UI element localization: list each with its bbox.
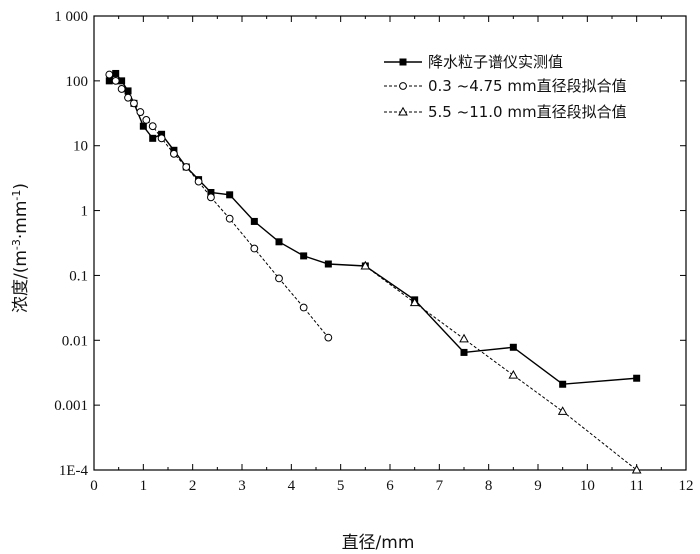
data-point [170,149,178,158]
data-point [557,406,568,415]
data-point [225,214,234,223]
y-tick-label: 10 [73,139,88,155]
x-tick-label: 0 [90,478,98,494]
data-point [182,163,191,171]
y-tick-label: 1 [81,204,89,220]
data-point [157,134,166,143]
y-tick-label: 1 000 [54,9,88,25]
data-point [130,99,138,108]
x-tick-label: 7 [436,478,444,494]
data-point [250,244,259,253]
legend-marker [398,106,408,116]
x-tick-label: 4 [288,478,296,494]
data-point [112,69,120,77]
data-point [124,87,132,95]
y-axis-title-mid: ·mm [11,201,31,240]
data-point [139,122,147,130]
x-tick-label: 9 [534,478,542,494]
x-tick-label: 2 [189,478,197,494]
legend-marker [399,82,407,90]
x-tick-label: 1 [140,478,148,494]
legend-label: 0.3 ~4.75 mm直径段拟合值 [428,77,627,95]
x-tick-label: 8 [485,478,493,494]
x-tick-label: 10 [580,478,595,494]
y-axis-title-sup2: -1 [10,190,23,201]
data-point [105,77,113,85]
data-point [299,303,308,312]
data-point [631,464,642,474]
data-point [509,343,517,351]
data-point [460,348,468,356]
series-line [365,265,638,471]
y-tick-label: 100 [66,74,89,90]
series-line [108,74,329,338]
data-point [409,297,420,307]
data-point [459,333,469,343]
data-point [250,217,258,225]
y-tick-label: 0.1 [69,268,88,284]
x-tick-label: 6 [386,478,394,494]
data-point [275,238,283,246]
data-point [633,374,641,382]
data-point [324,260,332,268]
y-tick-label: 1E-4 [59,463,89,479]
x-tick-label: 3 [238,478,246,494]
x-tick-label: 11 [629,478,643,494]
data-point [207,188,215,196]
x-tick-label: 12 [679,478,694,494]
data-point [360,260,371,270]
data-point [117,85,126,93]
data-point [105,70,114,79]
y-axis-title-main: 浓度/(m [11,250,31,313]
x-axis-title: 直径/mm [342,533,415,553]
legend-label: 5.5 ~11.0 mm直径段拟合值 [428,103,627,121]
data-point [194,177,203,186]
data-point [142,116,151,124]
x-tick-label: 5 [337,478,345,494]
data-point [275,274,283,283]
series-3 [360,260,642,474]
data-point [149,134,157,142]
series-2 [105,70,333,342]
y-axis-title-end: ) [11,183,31,190]
legend: 降水粒子谱仪实测值 0.3 ~4.75 mm直径段拟合值 5.5 ~11.0 mm直… [384,53,627,121]
data-point [111,76,120,85]
legend-marker [399,58,407,66]
data-point [124,93,132,102]
data-point [559,380,567,388]
y-axis-title-sup1: -3 [10,239,23,250]
y-axis-title: 浓度/(m-3·mm-1) [10,183,31,313]
series-layer [105,69,642,474]
data-point [508,369,519,379]
legend-label: 降水粒子谱仪实测值 [428,53,563,71]
data-point [148,122,157,131]
y-tick-label: 0.001 [54,398,88,414]
data-point [300,252,308,260]
data-point [136,108,145,116]
y-tick-label: 0.01 [62,333,88,349]
data-point [118,77,126,85]
data-point [324,333,333,342]
data-point [226,191,234,199]
data-point [158,130,166,138]
axes-layer: 0 1 2 3 4 5 6 7 8 9 10 11 121 0001001010.10.010.0011… [54,9,693,494]
data-point [207,193,215,202]
